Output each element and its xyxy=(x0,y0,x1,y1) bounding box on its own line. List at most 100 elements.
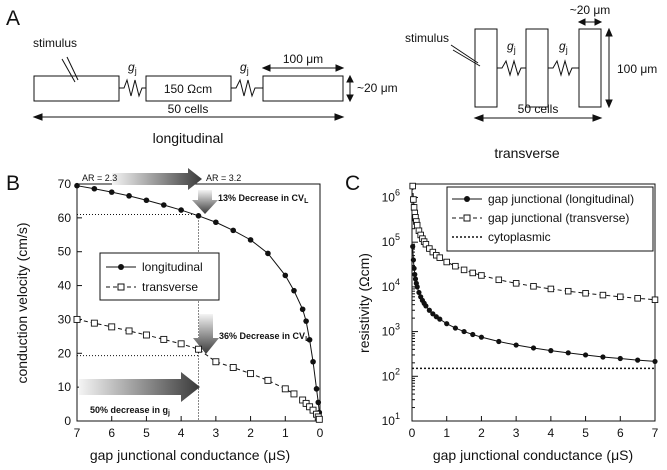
c-point-longitudinal xyxy=(416,289,422,296)
b-xtick-label: 4 xyxy=(178,426,185,440)
c-ytick-label: 101 xyxy=(382,411,400,428)
b-point-longitudinal xyxy=(230,227,237,234)
t-stimulus-line-2 xyxy=(452,49,481,67)
c-ytick-label: 104 xyxy=(382,277,400,294)
b-xtick-label: 7 xyxy=(74,426,81,440)
decrease-cvl-arrow-2 xyxy=(193,314,219,354)
b-ytick-label: 20 xyxy=(58,346,72,360)
c-point-longitudinal xyxy=(478,334,485,340)
decrease-gj-arrow xyxy=(79,372,200,402)
trans-stimulus-label: stimulus xyxy=(405,31,449,45)
c-point-longitudinal xyxy=(548,348,554,354)
t-cell-2 xyxy=(525,28,549,108)
b-legend-long: longitudinal xyxy=(142,260,203,274)
b-ytick-label: 0 xyxy=(64,414,71,428)
b-point-longitudinal xyxy=(265,250,271,257)
b-reference-lines xyxy=(77,213,199,421)
b-point-transverse xyxy=(125,327,133,335)
c-point-transverse xyxy=(617,293,624,301)
b-point-transverse xyxy=(229,364,237,371)
b-point-longitudinal xyxy=(126,193,132,199)
b-series xyxy=(73,182,323,423)
trans-cells-label: 50 cells xyxy=(518,102,559,116)
b-point-longitudinal xyxy=(313,386,320,392)
panel-c: C 0 1 2 3 4 5 6 7 101 102 103 104 105 106 gap junctio… xyxy=(345,172,659,463)
c-xtick-label: 1 xyxy=(443,426,450,440)
b-point-longitudinal xyxy=(195,213,202,219)
b-xtick-label: 5 xyxy=(143,426,150,440)
b-point-transverse xyxy=(281,385,289,393)
c-point-longitudinal xyxy=(410,243,416,250)
b-xtick-label: 3 xyxy=(213,426,220,440)
decrease-cvl-2-label: 36% Decrease in CVL xyxy=(219,331,310,343)
c-point-longitudinal xyxy=(412,271,418,278)
c-legend-marker-long xyxy=(464,196,470,202)
c-point-longitudinal xyxy=(635,357,641,363)
b-point-longitudinal xyxy=(247,237,254,243)
b-point-longitudinal xyxy=(299,306,306,313)
b-ytick-label: 10 xyxy=(58,380,72,394)
b-xtick-label: 2 xyxy=(247,426,254,440)
c-point-longitudinal xyxy=(452,325,458,331)
b-xlabel: gap junctional conductance (μS) xyxy=(90,447,290,463)
cell-1 xyxy=(33,75,120,102)
c-point-transverse xyxy=(443,258,450,266)
c-point-longitudinal xyxy=(430,311,436,317)
b-point-transverse xyxy=(160,335,168,343)
c-point-longitudinal xyxy=(600,354,606,360)
b-legend-frame xyxy=(99,252,220,301)
panel-a: A stimulus gj gj 150 Ωcm 100 μm ~20 μm 5… xyxy=(6,3,657,161)
c-legend-cyto: cytoplasmic xyxy=(488,230,551,244)
c-xtick-label: 0 xyxy=(409,426,416,440)
c-point-transverse xyxy=(409,182,416,190)
transverse-caption: transverse xyxy=(494,145,560,161)
c-point-transverse xyxy=(410,204,418,211)
c-xtick-label: 7 xyxy=(652,426,659,440)
t-stimulus-line-1 xyxy=(450,44,479,64)
b-point-transverse xyxy=(212,358,220,366)
cell-3 xyxy=(262,75,344,102)
c-point-transverse xyxy=(422,240,430,248)
panel-b-letter: B xyxy=(6,172,20,195)
c-point-longitudinal xyxy=(423,303,429,309)
c-xtick-label: 5 xyxy=(582,426,589,440)
c-point-transverse xyxy=(599,291,607,299)
t-resistor-2 xyxy=(548,59,579,77)
b-ytick-label: 50 xyxy=(58,245,72,259)
ar-left-label: AR = 2.3 xyxy=(82,173,117,183)
c-point-transverse xyxy=(426,245,433,252)
b-point-transverse xyxy=(90,319,98,327)
gap-junction-resistor-2 xyxy=(231,78,263,98)
c-point-longitudinal xyxy=(496,338,502,345)
c-point-longitudinal xyxy=(530,345,537,351)
stimulus-line-1 xyxy=(61,58,76,83)
b-point-longitudinal xyxy=(91,185,98,192)
b-point-transverse xyxy=(315,415,323,423)
plot-b-frame xyxy=(76,183,321,422)
c-xtick-label: 6 xyxy=(617,426,624,440)
c-point-longitudinal xyxy=(461,328,467,335)
c-point-transverse xyxy=(530,283,537,290)
c-point-longitudinal xyxy=(410,257,416,263)
trans-gj2-label: gj xyxy=(559,39,568,55)
b-point-longitudinal xyxy=(108,189,115,195)
c-point-transverse xyxy=(436,254,444,261)
stimulus-line-2 xyxy=(66,56,79,81)
b-point-longitudinal xyxy=(315,399,322,406)
c-point-longitudinal xyxy=(513,342,519,348)
long-stimulus-label: stimulus xyxy=(33,36,77,50)
b-legend-marker-long xyxy=(118,264,124,270)
b-legend-trans: transverse xyxy=(142,280,198,294)
b-point-transverse xyxy=(177,340,185,348)
c-ylabel: resistivity (Ωcm) xyxy=(356,253,372,353)
long-width-label: ~20 μm xyxy=(357,81,398,95)
c-point-longitudinal xyxy=(414,284,420,290)
c-ytick-label: 105 xyxy=(382,232,400,249)
c-point-transverse xyxy=(452,262,459,270)
c-legend-long: gap junctional (longitudinal) xyxy=(488,192,634,206)
c-point-transverse xyxy=(478,272,485,279)
c-point-transverse xyxy=(547,285,555,293)
longitudinal-caption: longitudinal xyxy=(153,130,224,146)
c-point-transverse xyxy=(582,290,589,297)
